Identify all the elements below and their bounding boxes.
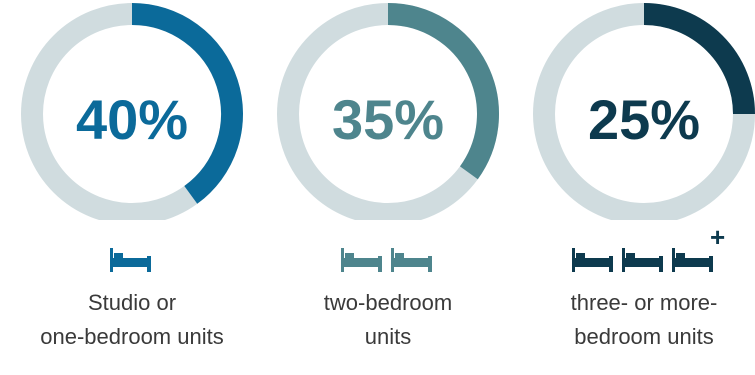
category-label: three- or more- bedroom units <box>524 286 755 354</box>
donut-value-arc <box>387 3 499 180</box>
donut-value-arc <box>131 3 243 204</box>
bed-icon <box>622 248 663 272</box>
category-label-line-2: bedroom units <box>574 324 714 349</box>
panel-three-plus-bedroom: 25% + three- or more- bedroom units <box>524 0 755 375</box>
bed-icon <box>572 248 613 272</box>
percent-value: 25% <box>587 88 701 151</box>
category-label-line-1: Studio or <box>87 290 177 315</box>
donut-value-arc <box>643 3 755 115</box>
bed-icon <box>391 248 432 272</box>
category-label-line-2: units <box>364 324 412 349</box>
donut-three-plus-bedroom <box>533 3 755 220</box>
category-label: two-bedroom units <box>268 286 508 354</box>
category-label-line-1: two-bedroom <box>323 290 453 315</box>
category-label-line-2: one-bedroom units <box>40 324 224 349</box>
category-label-line-1: three- or more- <box>570 290 718 315</box>
bed-icons: + <box>572 222 725 272</box>
panel-two-bedroom: 35% two-bedroom units <box>268 0 508 375</box>
donut-studio-one-bedroom <box>21 3 243 220</box>
bed-icon <box>110 248 151 272</box>
bed-icons <box>110 248 151 272</box>
panel-studio-one-bedroom: 40% Studio or one-bedroom units <box>12 0 252 375</box>
percent-value: 35% <box>331 88 445 151</box>
donut-two-bedroom <box>277 3 499 220</box>
category-label: Studio or one-bedroom units <box>12 286 252 354</box>
bed-icon <box>341 248 382 272</box>
bed-icons <box>341 248 432 272</box>
percent-value: 40% <box>75 88 189 151</box>
bed-icon <box>672 248 713 272</box>
plus-icon: + <box>710 222 725 252</box>
